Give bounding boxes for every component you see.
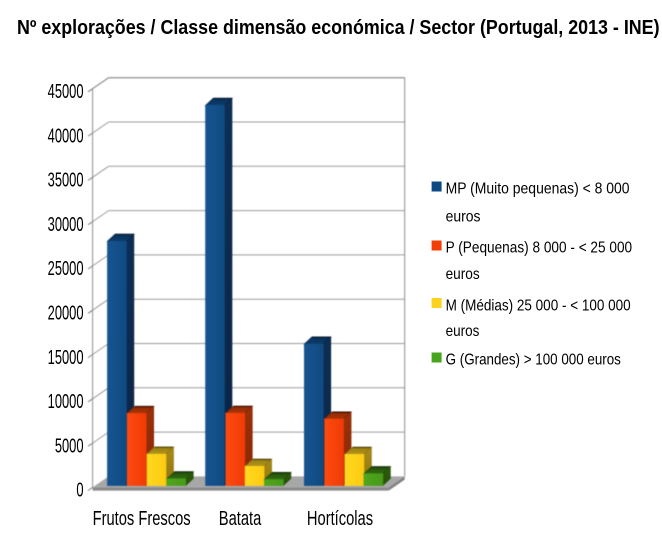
svg-text:G (Grandes) > 100 000 euros: G (Grandes) > 100 000 euros [446,351,621,368]
svg-text:30000: 30000 [48,213,84,236]
svg-text:Nº explorações / Classe dimens: Nº explorações / Classe dimensão económi… [17,17,660,39]
svg-text:40000: 40000 [48,124,84,147]
svg-text:5000: 5000 [55,435,84,458]
svg-text:Hortícolas: Hortícolas [307,507,373,530]
svg-text:MP (Muito pequenas) < 8 000: MP (Muito pequenas) < 8 000 [446,179,630,197]
svg-text:M (Médias) 25 000 - < 100 000: M (Médias) 25 000 - < 100 000 [446,298,631,315]
svg-text:Batata: Batata [219,507,262,530]
svg-text:0: 0 [76,479,83,502]
svg-text:10000: 10000 [48,390,84,413]
svg-text:Frutos Frescos: Frutos Frescos [93,507,191,530]
svg-text:P (Pequenas) 8 000 - < 25 000: P (Pequenas) 8 000 - < 25 000 [446,240,633,257]
svg-text:15000: 15000 [48,346,84,369]
svg-text:20000: 20000 [48,302,84,325]
svg-text:45000: 45000 [48,80,84,103]
svg-text:25000: 25000 [48,257,84,280]
svg-text:euros: euros [446,266,480,283]
svg-text:35000: 35000 [48,169,84,192]
svg-text:euros: euros [446,323,480,340]
svg-text:euros: euros [446,208,481,226]
